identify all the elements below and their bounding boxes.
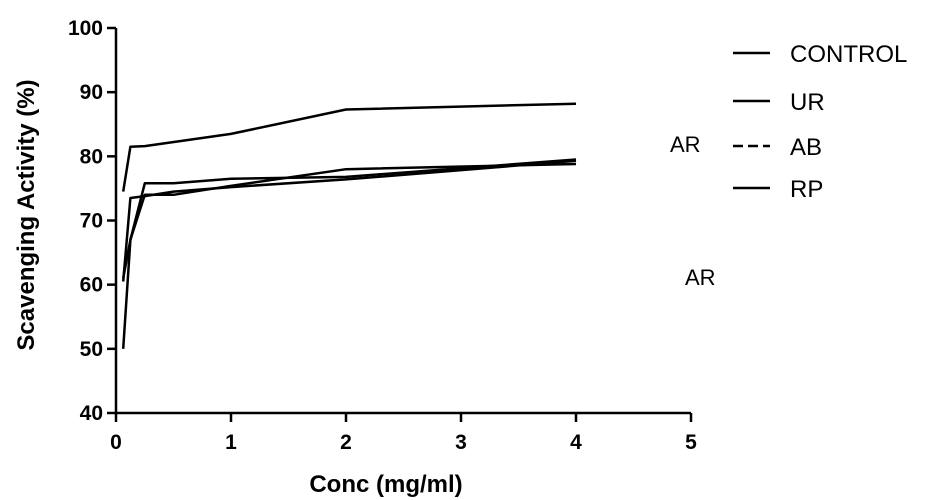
x-tick-label: 5 [685,431,697,454]
legend: CONTROL UR AB RP [733,41,907,203]
y-tick-label: 100 [68,17,103,40]
y-tick-label: 90 [80,81,103,104]
y-tick-label: 50 [80,338,103,361]
plot-area: 40 50 60 70 80 90 100 0 1 2 3 4 5 [68,17,697,454]
annotation-ar-2: AR [685,265,716,290]
annotation-ar-1: AR [670,132,701,157]
legend-label-ab: AB [790,134,822,161]
y-tick-label: 60 [80,274,103,297]
x-tick-label: 2 [340,431,352,454]
y-axis-title: Scavenging Activity (%) [13,79,40,350]
x-tick-label: 3 [455,431,467,454]
x-axis-ticks: 0 1 2 3 4 5 [110,413,697,454]
series-lines [121,102,577,349]
y-tick-label: 80 [80,145,103,168]
y-tick-label: 40 [80,402,103,425]
x-tick-label: 1 [225,431,237,454]
series-line-rp [121,159,577,282]
x-tick-label: 4 [570,431,582,454]
series-line-control [121,102,577,192]
legend-label-control: CONTROL [790,41,907,68]
series-line-ur [121,158,577,279]
legend-label-ur: UR [790,89,825,116]
y-axis-ticks: 40 50 60 70 80 90 100 [68,17,116,425]
legend-label-rp: RP [790,176,823,203]
y-tick-label: 70 [80,210,103,233]
series-line-ab [121,162,577,349]
x-axis-title: Conc (mg/ml) [309,471,462,498]
x-tick-label: 0 [110,431,122,454]
